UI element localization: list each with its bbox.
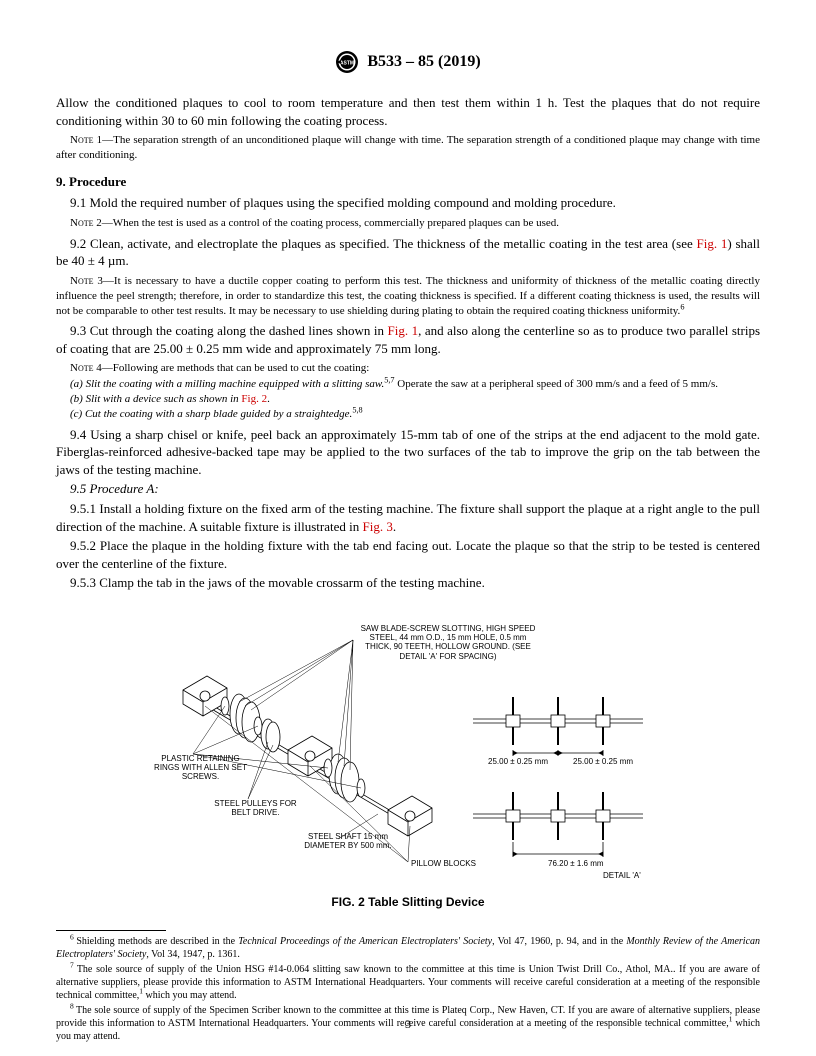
para-9-2-a: 9.2 Clean, activate, and electroplate th… (70, 236, 697, 251)
svg-text:ASTM: ASTM (340, 61, 354, 67)
note-3-sup: 6 (680, 302, 684, 311)
note-2-text: —When the test is used as a control of t… (102, 217, 559, 229)
para-9-5-1: 9.5.1 Install a holding fixture on the f… (56, 500, 760, 535)
item-b-b: . (267, 393, 270, 405)
item-a-sup: 5,7 (384, 376, 394, 385)
para-9-1: 9.1 Mold the required number of plaques … (56, 194, 760, 212)
figure-2-caption: FIG. 2 Table Slitting Device (56, 894, 760, 910)
note-3-label: Note 3 (70, 275, 103, 287)
page-number: 3 (0, 1016, 816, 1032)
page-header: ASTM B533 – 85 (2019) (56, 50, 760, 74)
item-c-sup: 5,8 (352, 405, 362, 414)
item-a-b: Operate the saw at a peripheral speed of… (395, 378, 718, 390)
intro-paragraph: Allow the conditioned plaques to cool to… (56, 94, 760, 129)
note-3: Note 3—It is necessary to have a ductile… (56, 274, 760, 319)
para-9-3: 9.3 Cut through the coating along the da… (56, 322, 760, 357)
fn6-a: Shielding methods are described in the (76, 936, 238, 947)
footnote-rule (56, 930, 166, 931)
label-pulleys: STEEL PULLEYS FOR BELT DRIVE. (208, 799, 303, 817)
item-a-a: (a) Slit the coating with a milling mach… (70, 378, 384, 390)
fn6-c: , Vol 34, 1947, p. 1361. (146, 949, 240, 960)
fig-2-ref: Fig. 2 (241, 393, 267, 405)
footnote-7: 7 The sole source of supply of the Union… (56, 963, 760, 1002)
fn6-i1: Technical Proceedings of the American El… (238, 936, 492, 947)
para-9-4: 9.4 Using a sharp chisel or knife, peel … (56, 426, 760, 479)
label-dim76: 76.20 ± 1.6 mm (548, 859, 604, 868)
label-dim25-a: 25.00 ± 0.25 mm (488, 757, 548, 766)
fig-3-ref: Fig. 3 (363, 519, 393, 534)
note-2-label: Note 2 (70, 217, 102, 229)
header-designation: B533 – 85 (2019) (367, 51, 480, 73)
para-9-5-3: 9.5.3 Clamp the tab in the jaws of the m… (56, 574, 760, 592)
para-9-2: 9.2 Clean, activate, and electroplate th… (56, 235, 760, 270)
note-1-text: —The separation strength of an unconditi… (56, 134, 760, 161)
fig-1-ref-2: Fig. 1 (388, 323, 419, 338)
note-4-text: —Following are methods that can be used … (102, 362, 370, 374)
para-9-3-a: 9.3 Cut through the coating along the da… (70, 323, 388, 338)
footnote-6: 6 Shielding methods are described in the… (56, 935, 760, 961)
label-saw-blade: SAW BLADE-SCREW SLOTTING, HIGH SPEED STE… (358, 624, 538, 661)
section-9-heading: 9. Procedure (56, 173, 760, 191)
para-9-5-1-b: . (393, 519, 396, 534)
item-a: (a) Slit the coating with a milling mach… (56, 377, 760, 392)
note-1-label: Note 1 (70, 134, 102, 146)
label-shaft: STEEL SHAFT 15 mm DIAMETER BY 500 mm. (298, 832, 398, 850)
fig-1-ref: Fig. 1 (697, 236, 728, 251)
para-9-5: 9.5 Procedure A: (56, 480, 760, 498)
note-2: Note 2—When the test is used as a contro… (56, 216, 760, 231)
fn6-b: , Vol 47, 1960, p. 94, and in the (492, 936, 626, 947)
astm-logo-icon: ASTM (335, 50, 359, 74)
label-pillow: PILLOW BLOCKS (411, 859, 476, 868)
note-3-text: —It is necessary to have a ductile coppe… (56, 275, 760, 317)
note-4-label: Note 4 (70, 362, 102, 374)
note-4: Note 4—Following are methods that can be… (56, 361, 760, 376)
note-1: Note 1—The separation strength of an unc… (56, 133, 760, 163)
item-b-a: (b) Slit with a device such as shown in (70, 393, 241, 405)
para-9-5-1-a: 9.5.1 Install a holding fixture on the f… (56, 501, 760, 534)
figure-2: SAW BLADE-SCREW SLOTTING, HIGH SPEED STE… (56, 614, 760, 911)
item-b: (b) Slit with a device such as shown in … (56, 392, 760, 407)
item-c-a: (c) Cut the coating with a sharp blade g… (70, 408, 352, 420)
item-c: (c) Cut the coating with a sharp blade g… (56, 407, 760, 422)
label-plastic-rings: PLASTIC RETAINING RINGS WITH ALLEN SET S… (153, 754, 248, 782)
para-9-5-2: 9.5.2 Place the plaque in the holding fi… (56, 537, 760, 572)
label-detail-a: DETAIL 'A' (603, 871, 641, 880)
figure-2-svg: SAW BLADE-SCREW SLOTTING, HIGH SPEED STE… (153, 614, 663, 884)
fn7-b: which you may attend. (143, 990, 237, 1001)
label-dim25-b: 25.00 ± 0.25 mm (573, 757, 633, 766)
page: ASTM B533 – 85 (2019) Allow the conditio… (0, 0, 816, 1056)
